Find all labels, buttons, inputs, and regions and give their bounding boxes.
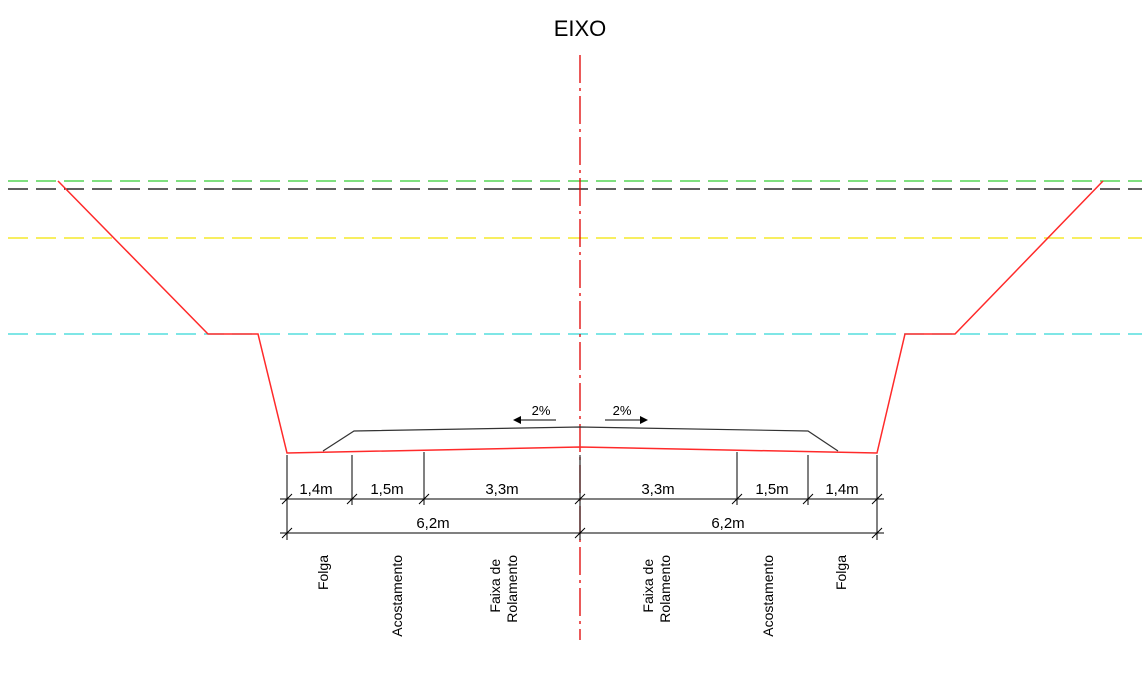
dim-right-faixa: 3,3m	[641, 481, 674, 498]
label-left-faixa: Faixa de Rolamento	[487, 555, 520, 623]
dim-left-folga: 1,4m	[299, 481, 332, 498]
label-left-folga: Folga	[315, 555, 331, 590]
axis-title: EIXO	[554, 16, 607, 41]
slope-label-left: 2%	[532, 403, 551, 418]
dim-left-faixa: 3,3m	[485, 481, 518, 498]
label-right-acostamento: Acostamento	[760, 555, 776, 637]
label-right-faixa: Faixa de Rolamento	[640, 555, 673, 623]
dim-left-total: 6,2m	[416, 515, 449, 532]
label-right-folga: Folga	[833, 555, 849, 590]
dim-right-total: 6,2m	[711, 515, 744, 532]
slope-label-right: 2%	[613, 403, 632, 418]
dim-left-acostamento: 1,5m	[370, 481, 403, 498]
dim-right-acostamento: 1,5m	[755, 481, 788, 498]
dimension-ticks	[282, 494, 882, 538]
label-left-acostamento: Acostamento	[389, 555, 405, 637]
dim-right-folga: 1,4m	[825, 481, 858, 498]
